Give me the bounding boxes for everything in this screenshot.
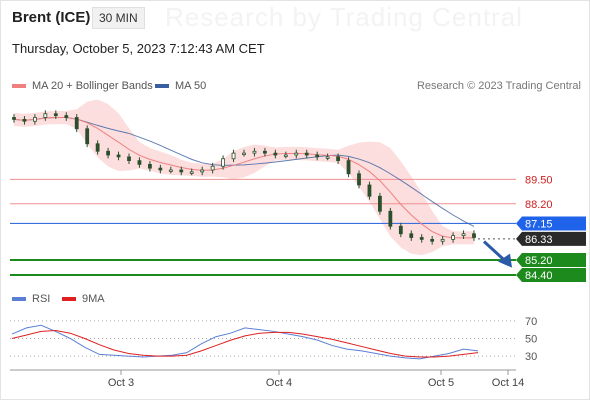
level-tag-87.15: [516, 216, 586, 231]
level-tag-86.33: [516, 231, 586, 246]
timeframe-badge[interactable]: 30 MIN: [92, 7, 145, 29]
level-label-88.20: 88.20: [525, 199, 553, 211]
rsi-ma-swatch-icon: [62, 297, 76, 301]
forecast-arrow-head-icon: [498, 253, 512, 268]
x-tick-label: Oct 14: [492, 377, 524, 389]
candle-body: [137, 160, 142, 165]
candle-body: [325, 156, 330, 159]
candle-body: [168, 169, 173, 172]
candle-body: [294, 152, 299, 156]
candle-body: [419, 237, 424, 240]
candle-body: [116, 154, 121, 158]
candle-body: [231, 152, 236, 160]
candle-body: [367, 184, 372, 197]
candle-body: [74, 117, 79, 130]
candle-body: [357, 173, 361, 186]
candle-body: [304, 152, 309, 156]
candle-body: [430, 238, 435, 242]
level-label-85.20: 85.20: [525, 255, 553, 267]
legend-ma50-label: MA 50: [175, 80, 207, 92]
copyright-note: Research © 2023 Trading Central: [416, 80, 581, 92]
candle-body: [388, 210, 393, 227]
x-tick-label: Oct 3: [108, 377, 134, 389]
candle-body: [210, 165, 215, 171]
candle-body: [315, 154, 320, 158]
candle-body: [43, 113, 48, 118]
legend-rsi-ma-label: 9MA: [82, 293, 105, 305]
legend-ma50: MA 50: [155, 80, 206, 92]
legend-rsi-label: RSI: [32, 293, 51, 305]
candle-body: [179, 169, 184, 173]
candle-body: [148, 163, 152, 169]
ma50-swatch-icon: [155, 84, 169, 88]
level-label-86.33: 86.33: [525, 234, 553, 246]
candle-body: [189, 171, 194, 174]
candle-body: [440, 238, 445, 242]
instrument-title: Brent (ICE): [12, 9, 91, 26]
candle-body: [336, 156, 340, 162]
bollinger-band: [14, 99, 474, 256]
forecast-arrow: [482, 240, 508, 263]
candle-body: [252, 150, 257, 154]
candle-body: [85, 128, 90, 145]
candle-body: [53, 113, 58, 117]
candle-body: [158, 167, 163, 171]
candle-body: [12, 117, 16, 120]
candle-body: [200, 169, 205, 173]
x-tick-label: Oct 4: [266, 377, 292, 389]
legend-rsi: RSI: [12, 293, 50, 305]
candle-body: [95, 143, 100, 152]
candle-body: [398, 225, 403, 235]
ma20-line: [13, 117, 474, 239]
candle-body: [472, 233, 476, 238]
candle-body: [273, 152, 278, 156]
ma50-line: [13, 117, 475, 227]
candle-body: [106, 150, 110, 156]
candle-body: [127, 156, 131, 162]
candle-body: [461, 233, 466, 237]
candle-body: [33, 117, 37, 122]
candle-body: [283, 154, 288, 157]
level-tag-84.40: [516, 268, 586, 282]
candle-body: [409, 233, 414, 238]
candle-body: [378, 195, 382, 212]
rsi-tick-30: 30: [525, 351, 537, 363]
candle-body: [221, 158, 225, 167]
rsi-tick-50: 50: [525, 334, 537, 346]
x-tick-label: Oct 5: [428, 377, 454, 389]
candle-body: [346, 160, 351, 175]
candle-body: [242, 152, 246, 156]
candle-body: [451, 235, 455, 240]
level-label-84.40: 84.40: [525, 270, 553, 282]
legend-ma20: MA 20 + Bollinger Bands: [12, 80, 153, 92]
legend-ma20-label: MA 20 + Bollinger Bands: [32, 80, 153, 92]
candle-body: [263, 150, 267, 154]
rsi-line: [11, 324, 479, 360]
watermark: Research by Trading Central: [165, 2, 523, 32]
candle-body: [64, 115, 69, 118]
ma20-swatch-icon: [12, 84, 26, 88]
rsi-swatch-icon: [12, 297, 26, 301]
rsi-tick-70: 70: [525, 316, 537, 328]
chart-datetime: Thursday, October 5, 2023 7:12:43 AM CET: [12, 41, 265, 56]
level-tag-85.20: [516, 253, 586, 267]
level-label-89.50: 89.50: [525, 174, 553, 186]
level-label-87.15: 87.15: [525, 218, 553, 230]
rsi-ma-line: [11, 330, 479, 358]
legend-rsi-ma: 9MA: [62, 293, 105, 305]
candle-body: [22, 118, 27, 122]
